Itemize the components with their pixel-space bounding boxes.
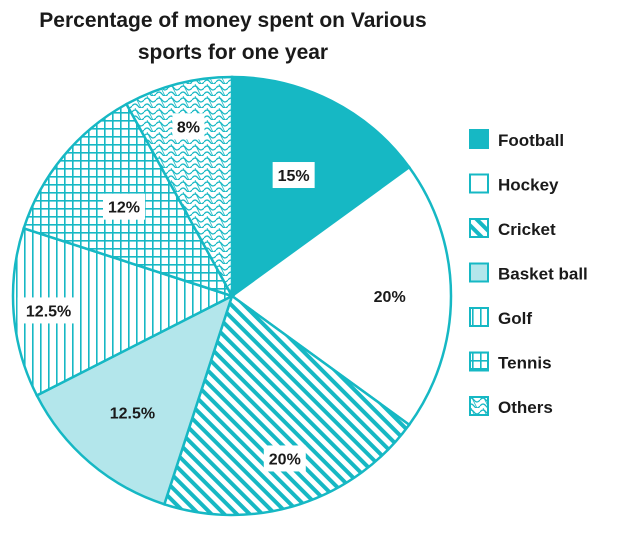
- slice-golf: [11, 226, 236, 398]
- slice-label-hockey: 20%: [374, 289, 406, 306]
- legend-label-tennis: Tennis: [498, 354, 552, 373]
- slice-label-cricket: 20%: [269, 451, 301, 468]
- legend: Football Hockey Cricket Basket ball Golf Tenn…: [469, 129, 588, 417]
- slice-label-box-tennis: [103, 193, 146, 220]
- legend-swatch-cricket: [469, 218, 489, 238]
- chart-title-line-2: sports for one year: [138, 41, 328, 64]
- legend-swatch-golf: [469, 307, 489, 327]
- legend-label-basket-ball: Basket ball: [498, 265, 588, 284]
- legend-swatch-hockey: [469, 173, 489, 194]
- legend-label-cricket: Cricket: [498, 220, 556, 239]
- legend-swatch-football: [469, 129, 489, 149]
- pie-slice-labels: 15% 20% 20% 12.5% 12.5% 12% 8%: [17, 113, 406, 472]
- slice-label-others: 8%: [177, 119, 200, 136]
- slice-label-basket-ball: 12.5%: [110, 406, 155, 423]
- slice-label-box-others: [172, 113, 205, 140]
- slice-label-tennis: 12%: [108, 200, 140, 217]
- slice-label-football: 15%: [278, 168, 310, 185]
- legend-swatch-tennis: [469, 351, 489, 372]
- slice-label-box-cricket: [263, 445, 306, 472]
- slice-cricket: [162, 293, 411, 517]
- legend-label-hockey: Hockey: [498, 176, 559, 195]
- slice-others: [124, 75, 234, 297]
- legend-swatch-basket-ball: [469, 262, 489, 283]
- chart-title-line-1: Percentage of money spent on Various: [39, 9, 426, 32]
- slice-label-box-golf: [17, 297, 80, 324]
- slice-hockey: [229, 165, 453, 427]
- pie-slices: [11, 75, 453, 517]
- slice-basket-ball: [35, 293, 235, 506]
- slice-label-golf: 12.5%: [26, 303, 71, 320]
- slice-label-box-football: [272, 162, 315, 189]
- legend-label-football: Football: [498, 131, 564, 150]
- legend-label-golf: Golf: [498, 309, 532, 328]
- slice-football: [230, 75, 411, 299]
- legend-label-others: Others: [498, 398, 553, 417]
- legend-swatch-others: [469, 396, 489, 416]
